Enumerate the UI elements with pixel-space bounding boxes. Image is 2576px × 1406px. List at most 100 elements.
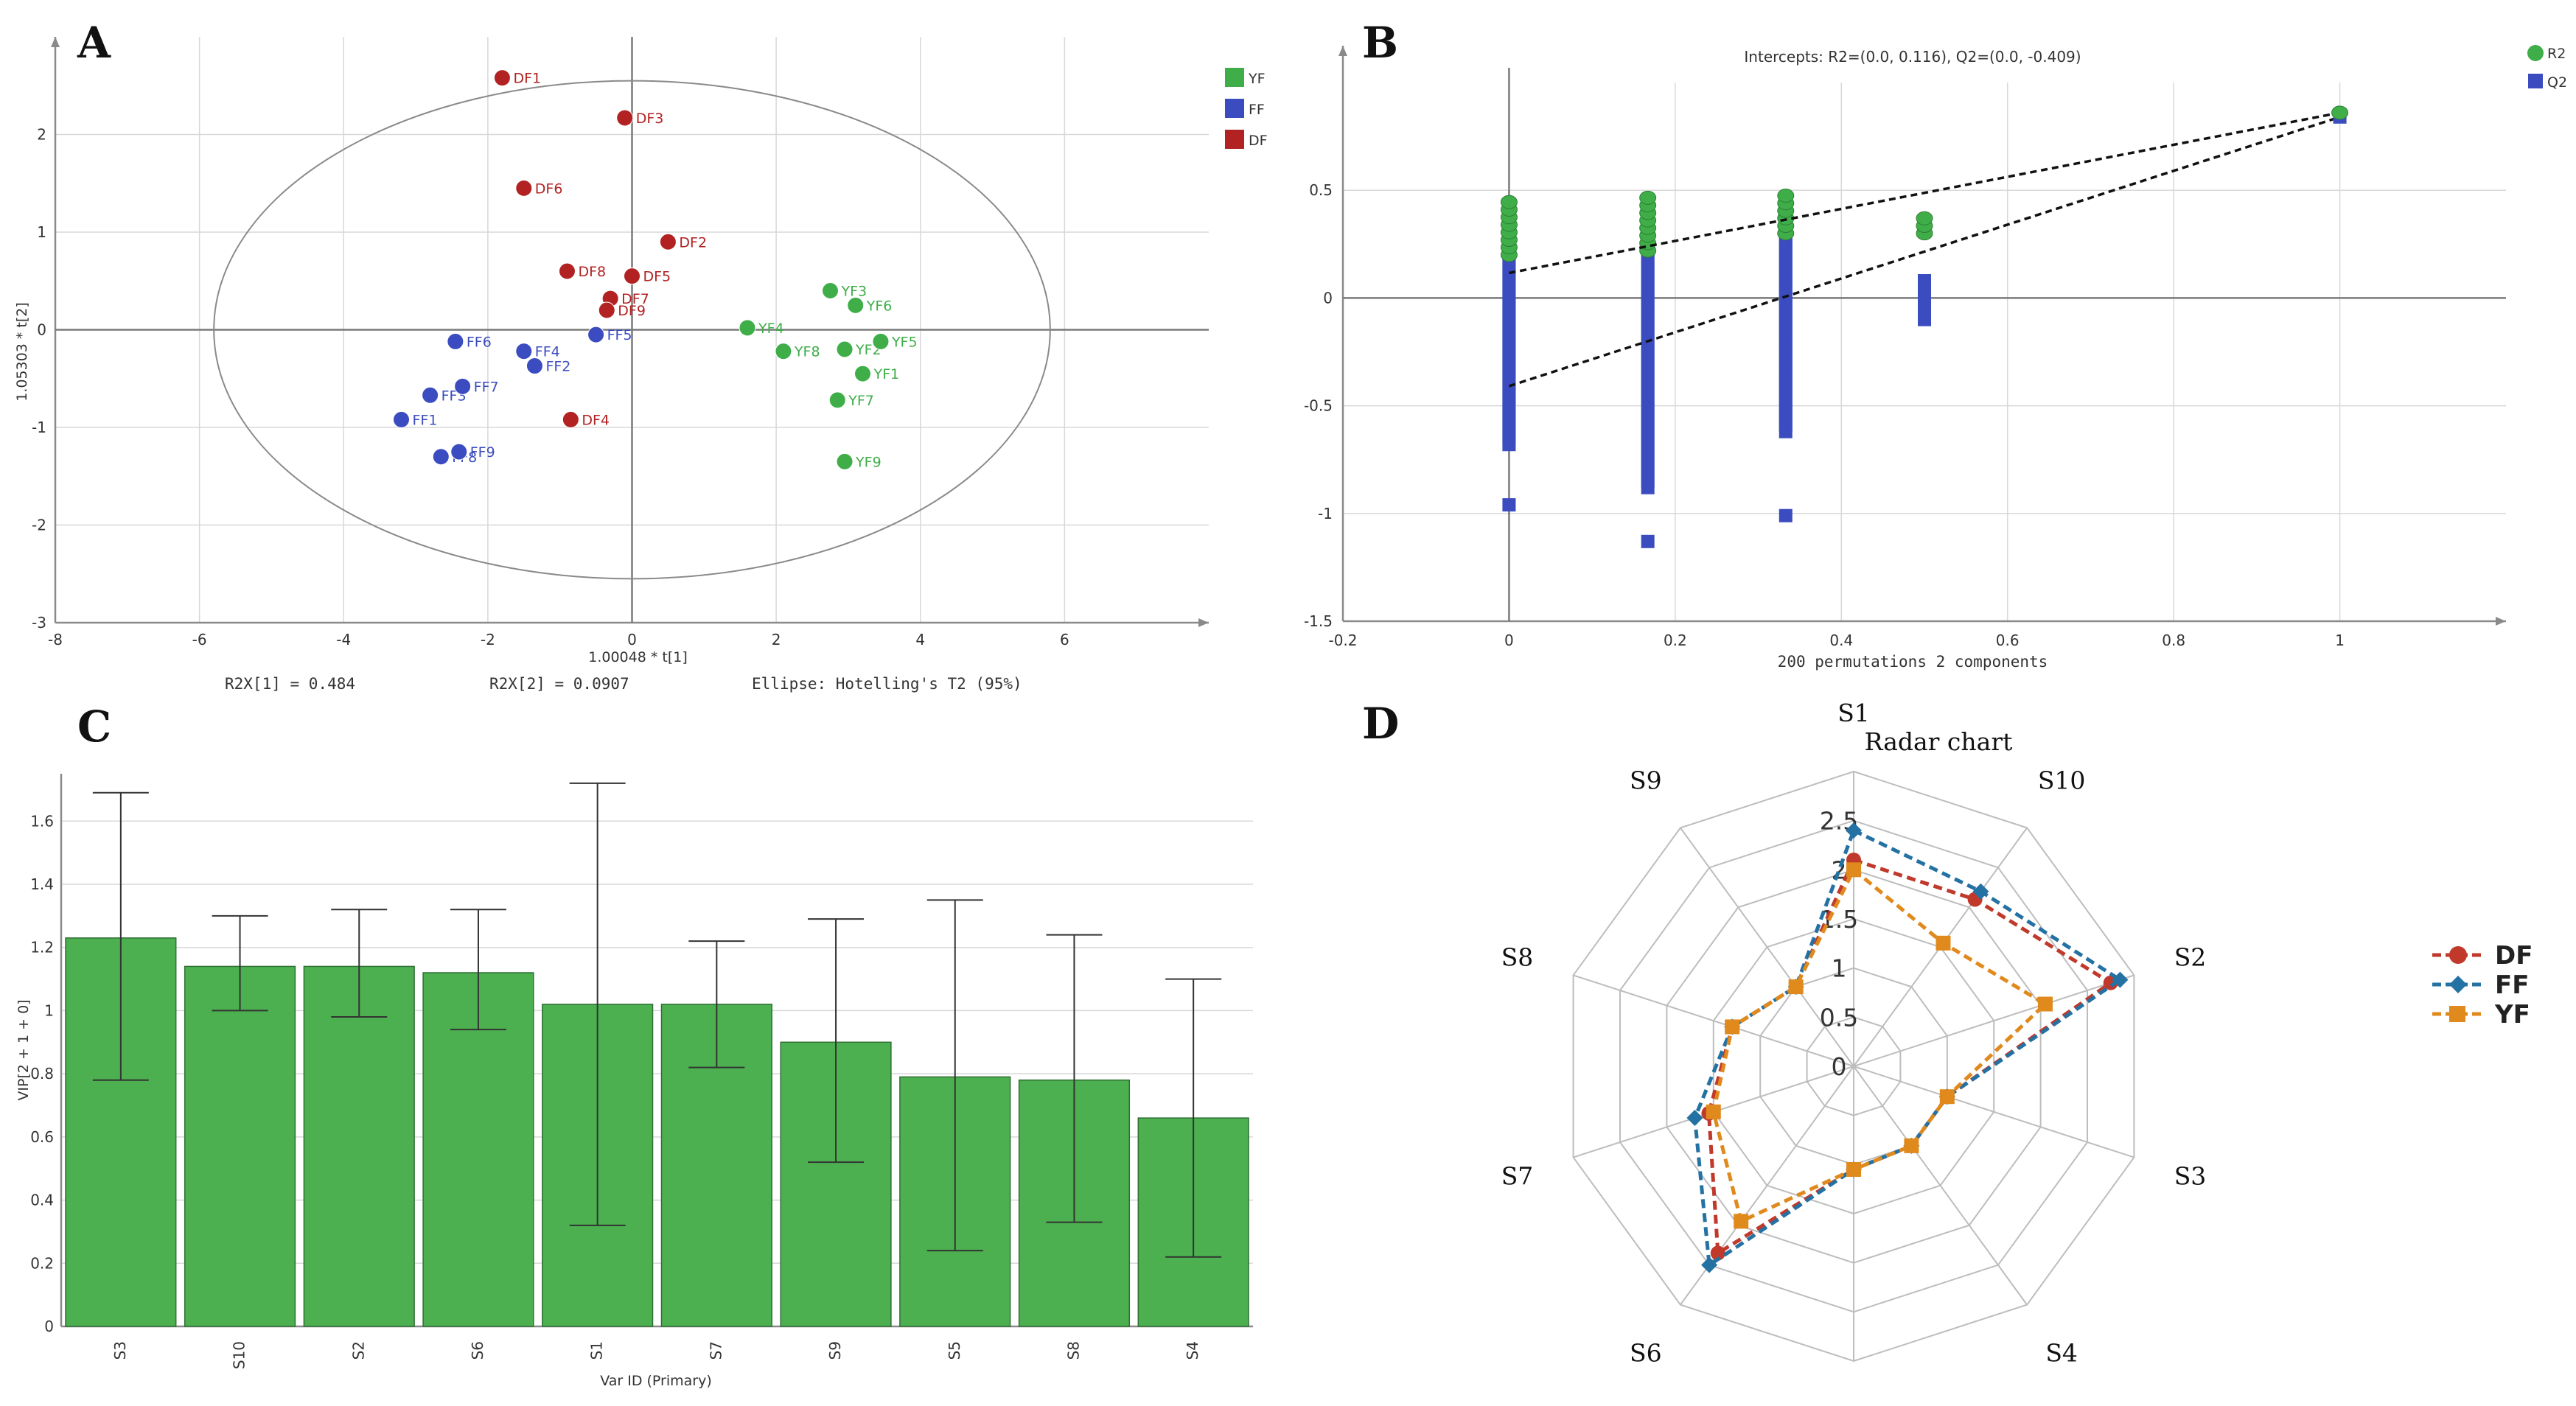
chart-title: Radar chart	[1865, 727, 2013, 756]
radar-axis-label: S10	[2038, 766, 2086, 795]
score-point	[836, 340, 854, 358]
x-tick-label: 4	[915, 631, 925, 648]
score-point	[515, 179, 533, 197]
score-point	[828, 391, 846, 409]
score-point	[450, 443, 468, 461]
score-point	[393, 410, 410, 428]
y-tick-label: -1	[1318, 505, 1333, 522]
x-tick-label: 1	[2335, 632, 2345, 649]
score-point	[422, 386, 439, 404]
radar-spoke	[1853, 974, 2135, 1067]
x-tick-label: 0	[1504, 632, 1514, 649]
legend-label: YF	[2494, 1000, 2530, 1029]
regression-line	[1508, 116, 2341, 388]
score-point	[659, 233, 677, 251]
radar-spoke	[1680, 827, 1854, 1067]
vip-bar-chart-panel: 0 0.2 0.4 0.6 0.8 1 1.2 1.4 1.6 S3 S10 S2 S6 S1 S7 S9 S5…	[15, 774, 1253, 1389]
legend-marker	[2449, 1006, 2465, 1022]
x-tick-label: -0.2	[1328, 632, 1357, 649]
y-tick-label: 1	[37, 223, 46, 241]
score-point	[432, 448, 450, 466]
q2-point	[1779, 508, 1793, 522]
radar-marker	[2037, 996, 2053, 1012]
radar-marker	[1846, 862, 1861, 878]
radar-spoke	[1573, 974, 1854, 1067]
r2-point	[1916, 211, 1933, 225]
score-point-label: FF1	[413, 412, 438, 428]
x-tick-label: -2	[481, 631, 495, 648]
q2-point	[1502, 498, 1516, 512]
x-axis-arrow	[1198, 618, 1209, 627]
radar-marker	[1701, 1256, 1718, 1273]
radar-axis-label: S1	[1837, 699, 1870, 727]
y-tick-label: 0.6	[30, 1128, 54, 1146]
score-point-label: YF3	[840, 284, 867, 300]
legend-label: DF	[2495, 941, 2533, 970]
legend-label: DF	[1249, 133, 1268, 149]
y-tick-label: 0.5	[1309, 181, 1333, 199]
radar-marker	[1686, 1110, 1703, 1127]
radar-tick-label: 1	[1832, 954, 1847, 983]
score-point-label: YF4	[758, 321, 784, 337]
radar-axis-label: S8	[1501, 943, 1534, 972]
x-tick-label: 0.6	[1996, 632, 2020, 649]
legend-label: FF	[1249, 102, 1265, 118]
y-tick-label: -3	[32, 614, 46, 632]
y-axis-arrow	[1338, 46, 1347, 56]
score-point-label: YF5	[891, 334, 918, 350]
x-tick-label: S7	[707, 1341, 725, 1360]
score-point	[598, 301, 615, 319]
radar-axis-label: S4	[2045, 1338, 2078, 1367]
score-point	[447, 332, 464, 350]
score-point-label: FF4	[535, 344, 560, 360]
score-point-label: FF6	[467, 334, 492, 350]
y-tick-label: 1	[44, 1001, 54, 1019]
legend-marker	[2449, 946, 2467, 964]
y-tick-label: -1.5	[1304, 612, 1333, 630]
x-axis-title: 200 permutations 2 components	[1778, 653, 2048, 671]
score-point	[515, 343, 533, 360]
score-point-label: FF2	[545, 359, 570, 375]
radar-marker	[1788, 979, 1804, 995]
score-point-label: FF7	[474, 379, 499, 395]
score-point-label: DF1	[513, 71, 541, 87]
x-tick-label: 0.2	[1664, 632, 1687, 649]
vip-bar	[422, 972, 534, 1327]
radar-series-line	[1692, 828, 2123, 1269]
score-point	[526, 357, 543, 375]
legend-label: FF	[2495, 970, 2529, 1000]
score-plot-panel: -8 -6 -4 -2 0 2 4 6-3-2-1012YF1YF2YF3YF4YF5YF6Y…	[14, 37, 1268, 693]
x-axis-arrow	[2496, 617, 2506, 626]
legend-marker	[2449, 976, 2467, 993]
radar-marker	[1725, 1019, 1740, 1035]
score-point	[587, 326, 605, 343]
panel-letter-b: B	[1362, 18, 1398, 68]
x-tick-label: -4	[336, 631, 351, 648]
panel-letter-a: A	[77, 18, 111, 68]
y-tick-label: 1.2	[30, 939, 54, 956]
y-axis-title: 1.05303 * t[2]	[14, 302, 30, 402]
radar-chart-panel: 00.511.522.5S1S10S2S3S4S5S6S7S8S9Radar c…	[1501, 699, 2533, 1367]
x-tick-label: -8	[48, 631, 63, 648]
score-point-label: DF3	[636, 111, 664, 127]
y-tick-label: -1	[32, 419, 46, 436]
x-tick-label: 0	[627, 631, 637, 648]
permutation-plot-panel: -0.2 0 0.2 0.4 0.6 0.8 1 -1.5 -1 -0.5 0 0.5 Intercep…	[1304, 45, 2567, 671]
score-point-label: YF8	[794, 344, 820, 360]
score-point-label: FF5	[607, 327, 632, 343]
radar-marker	[1939, 1089, 1955, 1105]
score-point	[836, 452, 854, 470]
r2x1-text: R2X[1] = 0.484	[225, 675, 355, 693]
score-point-label: DF6	[535, 181, 563, 197]
x-axis-title: Var ID (Primary)	[600, 1373, 712, 1389]
score-point	[624, 267, 640, 285]
score-point	[562, 410, 579, 428]
legend-swatch	[1225, 130, 1244, 149]
score-point-label: DF4	[582, 412, 610, 428]
y-tick-label: 1.6	[30, 812, 54, 830]
x-tick-label: S3	[111, 1341, 129, 1360]
r2-original-point	[2331, 105, 2349, 120]
vip-bar	[184, 965, 296, 1327]
x-tick-label: S6	[469, 1341, 486, 1360]
radar-marker	[1904, 1138, 1919, 1153]
